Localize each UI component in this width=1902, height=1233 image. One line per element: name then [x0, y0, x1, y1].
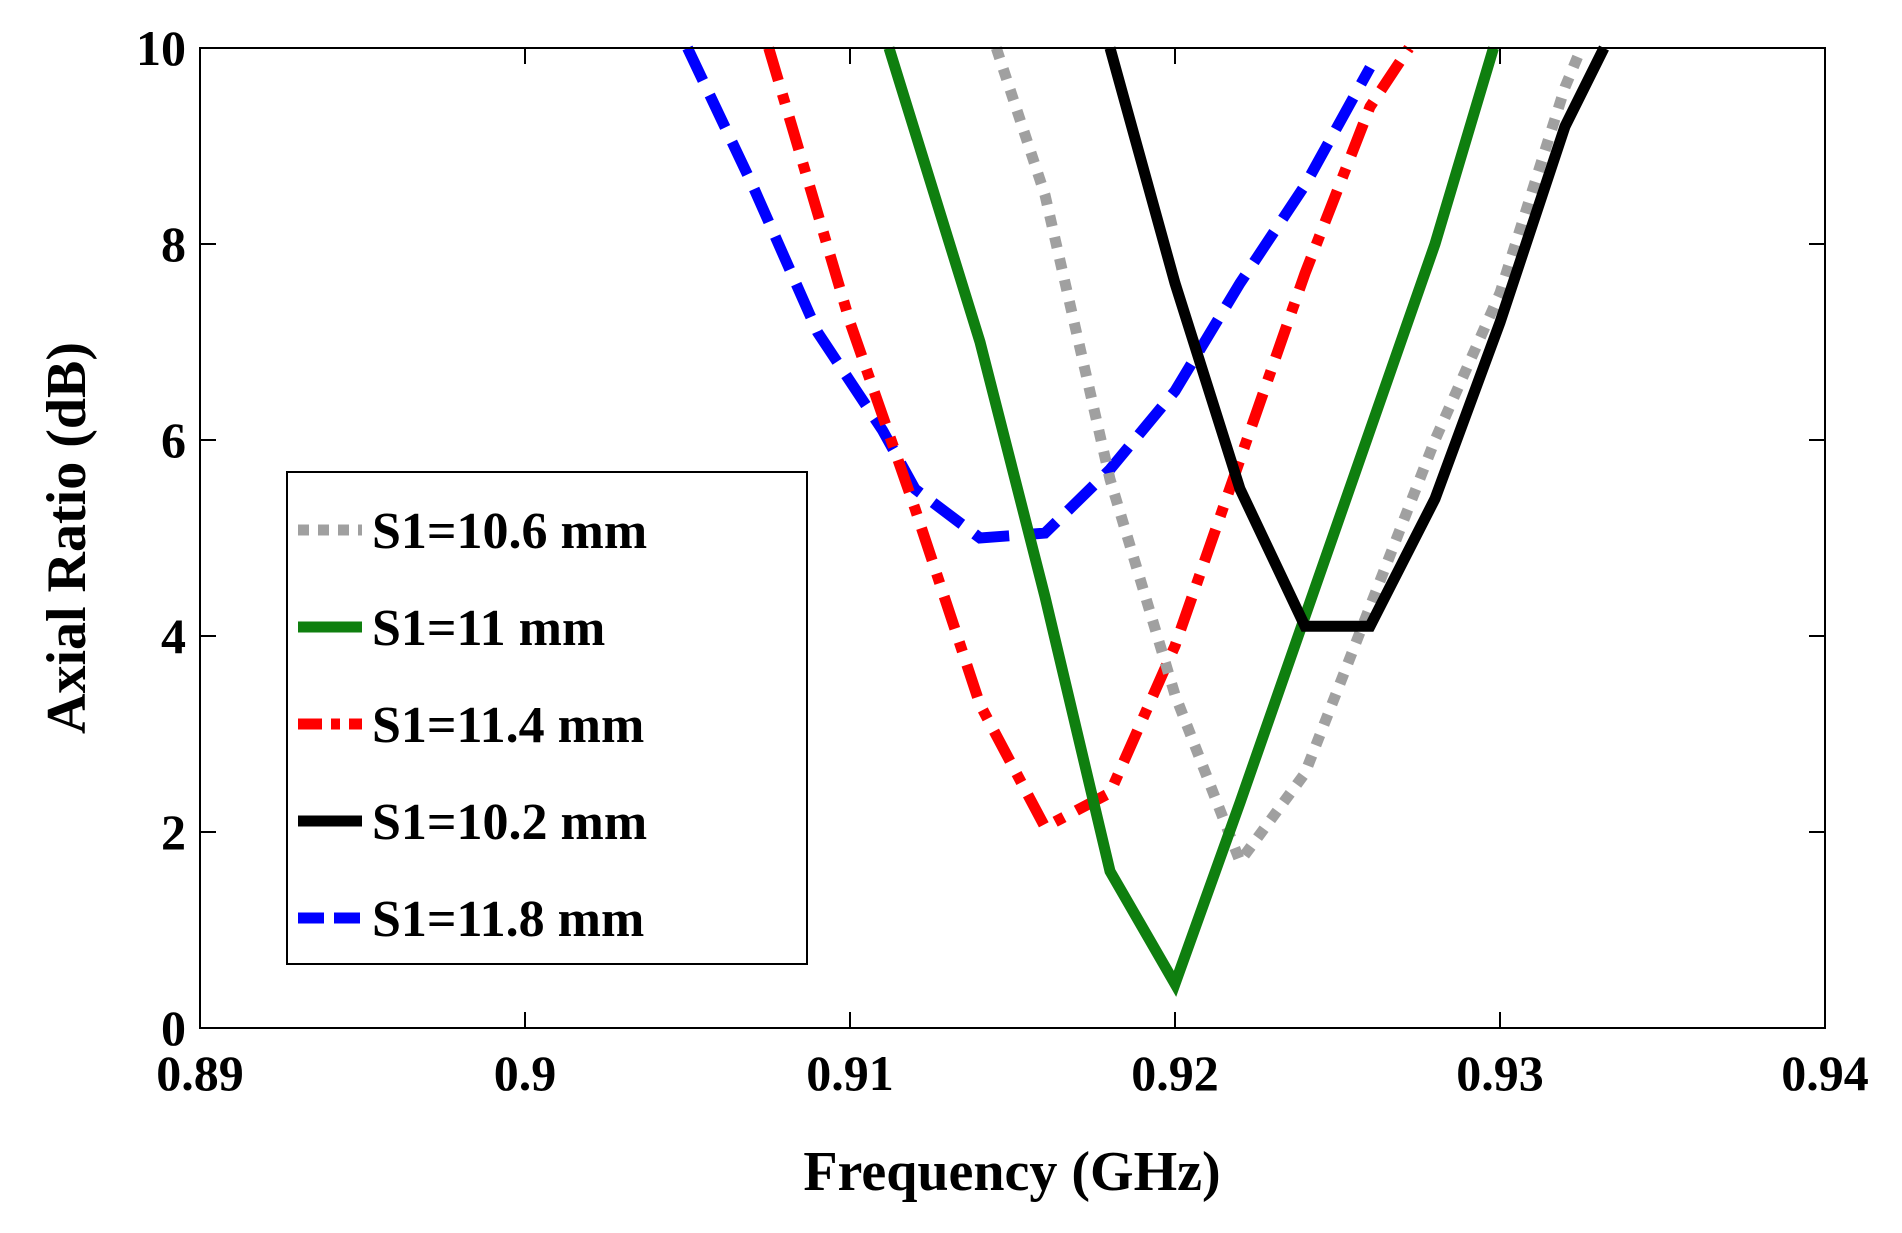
legend-label-1: S1=11 mm — [372, 600, 605, 657]
legend-label-2: S1=11.4 mm — [372, 697, 644, 754]
legend-box — [286, 471, 808, 965]
series-line-4 — [682, 45, 1375, 544]
legend-items: S1=10.6 mm S1=11 mm S1=11.4 mm S1=10.2 mm S1… — [298, 503, 647, 948]
axis-tick-labels: 0.89 0.9 0.91 0.92 0.93 0.94 0 2 4 6 8 10 — [136, 20, 1869, 1101]
y-tick-label-1: 2 — [161, 804, 186, 860]
legend-label-0: S1=10.6 mm — [372, 503, 647, 560]
series-line-3 — [1104, 45, 1609, 632]
series-line-2 — [763, 44, 1414, 835]
x-tick-label-0: 0.89 — [156, 1045, 244, 1101]
axis-ticks — [199, 47, 1826, 1029]
x-tick-label-3: 0.92 — [1131, 1045, 1219, 1101]
y-tick-label-3: 6 — [161, 412, 186, 468]
y-tick-label-4: 8 — [161, 216, 186, 272]
series-line-1 — [883, 46, 1499, 997]
y-tick-label-0: 0 — [161, 1000, 186, 1056]
legend: S1=10.6 mm S1=11 mm S1=11.4 mm S1=10.2 mm S1… — [286, 471, 808, 965]
legend-label-3: S1=10.2 mm — [372, 794, 647, 851]
y-tick-label-5: 10 — [136, 20, 186, 76]
x-tick-label-2: 0.91 — [806, 1045, 894, 1101]
x-axis-title: Frequency (GHz) — [803, 1141, 1220, 1203]
series-layer — [682, 44, 1609, 997]
x-tick-label-1: 0.9 — [494, 1045, 557, 1101]
x-tick-label-5: 0.94 — [1781, 1045, 1869, 1101]
plot-frame — [199, 47, 1826, 1029]
x-tick-label-4: 0.93 — [1456, 1045, 1544, 1101]
y-axis-title: Axial Ratio (dB) — [36, 342, 98, 734]
legend-label-4: S1=11.8 mm — [372, 891, 644, 948]
y-tick-label-2: 4 — [161, 608, 186, 664]
series-line-0 — [991, 45, 1587, 873]
